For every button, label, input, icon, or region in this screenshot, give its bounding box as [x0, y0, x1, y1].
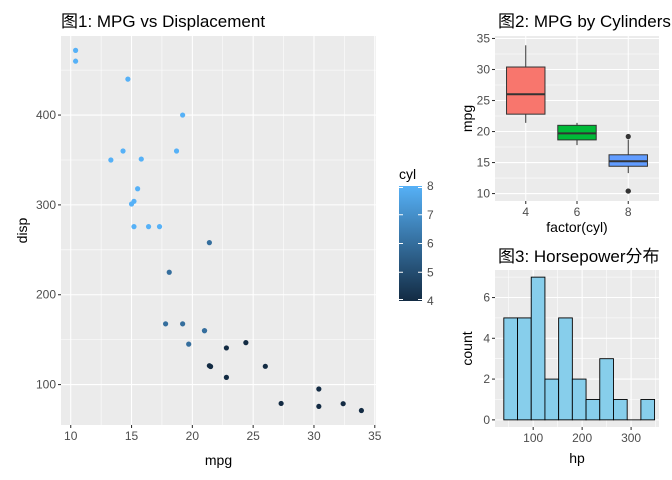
scatter-y-tick-label: 400: [36, 108, 56, 122]
scatter-point: [72, 58, 79, 64]
scatter-point: [173, 148, 180, 154]
histogram: 图3: Horsepower分布 100 200 300 0 2 4 6 hp count: [459, 247, 660, 466]
scatter-point: [131, 224, 137, 230]
histogram-bar: [585, 399, 601, 421]
legend-tick-label: 4: [427, 294, 434, 308]
histogram-bars: [503, 276, 656, 421]
scatter-x-tick-label: 30: [307, 429, 321, 443]
histogram-bar: [613, 399, 628, 421]
boxplot-outlier: [625, 188, 631, 194]
scatter-point: [166, 269, 172, 275]
scatter-point: [201, 328, 208, 334]
scatter-point: [180, 112, 186, 118]
scatter-panel: [61, 36, 376, 425]
legend-title: cyl: [399, 166, 416, 182]
scatter-x-tick-label: 10: [64, 429, 78, 443]
boxplot-y-tick-label: 25: [477, 94, 491, 108]
scatter-x-tick-label: 25: [246, 429, 260, 443]
boxplot-y-axis-title: mpg: [459, 105, 475, 132]
histogram-y-tick-label: 2: [483, 372, 490, 386]
scatter-point: [206, 363, 212, 369]
legend-tick-label: 7: [427, 208, 434, 222]
scatter-point: [358, 407, 365, 414]
legend-tick-label: 5: [427, 265, 434, 279]
scatter-point: [162, 321, 169, 327]
scatter-point: [278, 400, 284, 407]
legend-tick-label: 8: [427, 179, 434, 193]
histogram-y-axis-title: count: [459, 331, 475, 365]
scatter-point: [186, 341, 192, 347]
boxplot-x-axis-title: factor(cyl): [546, 219, 607, 235]
boxplot-x-tick-label: 8: [625, 205, 632, 219]
scatter-y-tick-label: 300: [36, 198, 56, 212]
boxplot-title: 图2: MPG by Cylinders: [498, 12, 671, 31]
scatter-point: [135, 186, 141, 192]
boxplot-y-tick-label: 20: [477, 125, 491, 139]
histogram-bar: [571, 378, 587, 421]
histogram-bar: [640, 399, 656, 421]
scatter-point: [145, 224, 152, 230]
scatter-y-axis-title: disp: [14, 217, 30, 243]
histogram-x-axis-title: hp: [569, 450, 585, 466]
legend-tick-label: 6: [427, 237, 434, 251]
scatter-x-axis-title: mpg: [205, 452, 232, 468]
boxplot-y-tick-label: 15: [477, 156, 491, 170]
boxplot-y-tick-label: 30: [477, 62, 491, 76]
scatter-gridlines: [61, 36, 376, 425]
scatter-x-tick-label: 15: [125, 429, 139, 443]
histogram-bar: [544, 378, 560, 421]
boxplot: 图2: MPG by Cylinders 10 15 20 25 30 35 4 6 8 fac…: [459, 12, 671, 235]
boxplot-y-tick-label: 10: [477, 187, 491, 201]
boxplot-boxes: [506, 45, 648, 194]
scatter-point: [108, 157, 114, 163]
scatter-plot: 图1: MPG vs Displacement 10 15 20 25 30 35 100 2…: [14, 12, 434, 468]
histogram-bar: [517, 317, 532, 421]
legend-colorbar: [399, 186, 422, 301]
scatter-point: [120, 148, 126, 154]
scatter-point: [125, 76, 131, 82]
scatter-point: [316, 403, 322, 410]
histogram-bar: [503, 317, 518, 421]
scatter-title: 图1: MPG vs Displacement: [61, 12, 265, 31]
scatter-y-tick-label: 200: [36, 288, 56, 302]
scatter-point: [156, 224, 163, 230]
histogram-bar: [558, 317, 573, 421]
scatter-point: [262, 363, 268, 369]
histogram-bar: [530, 276, 546, 421]
scatter-point: [180, 321, 186, 327]
boxplot-x-tick-label: 4: [522, 205, 529, 219]
scatter-y-tick-label: 100: [36, 378, 56, 392]
histogram-y-tick-label: 6: [483, 291, 490, 305]
scatter-x-tick-label: 35: [368, 429, 382, 443]
scatter-color-legend: cyl 4 5 6 7 8: [399, 166, 434, 308]
histogram-x-tick-label: 200: [572, 431, 592, 445]
scatter-point: [340, 401, 346, 407]
histogram-y-tick-label: 0: [483, 413, 490, 427]
histogram-x-tick-label: 100: [523, 431, 543, 445]
histogram-title: 图3: Horsepower分布: [498, 247, 660, 266]
scatter-points: [72, 47, 365, 414]
scatter-point: [138, 156, 144, 162]
scatter-point: [316, 386, 322, 392]
boxplot-x-tick-label: 6: [574, 205, 581, 219]
scatter-point: [206, 240, 212, 246]
histogram-bar: [599, 358, 614, 421]
histogram-x-tick-label: 300: [621, 431, 641, 445]
boxplot-outlier: [625, 133, 631, 140]
histogram-y-tick-label: 4: [483, 331, 490, 345]
scatter-axes: 10 15 20 25 30 35 100 200 300 400: [36, 108, 382, 443]
scatter-point: [223, 345, 230, 351]
histogram-axes: 100 200 300 0 2 4 6: [483, 291, 641, 445]
scatter-point: [223, 374, 230, 380]
boxplot-y-tick-label: 35: [477, 31, 491, 45]
boxplot-axes: 10 15 20 25 30 35 4 6 8: [477, 31, 632, 219]
scatter-point: [72, 47, 79, 53]
scatter-point: [243, 340, 249, 346]
boxplot-box: [506, 66, 546, 115]
scatter-point: [128, 201, 135, 207]
scatter-x-tick-label: 20: [186, 429, 200, 443]
